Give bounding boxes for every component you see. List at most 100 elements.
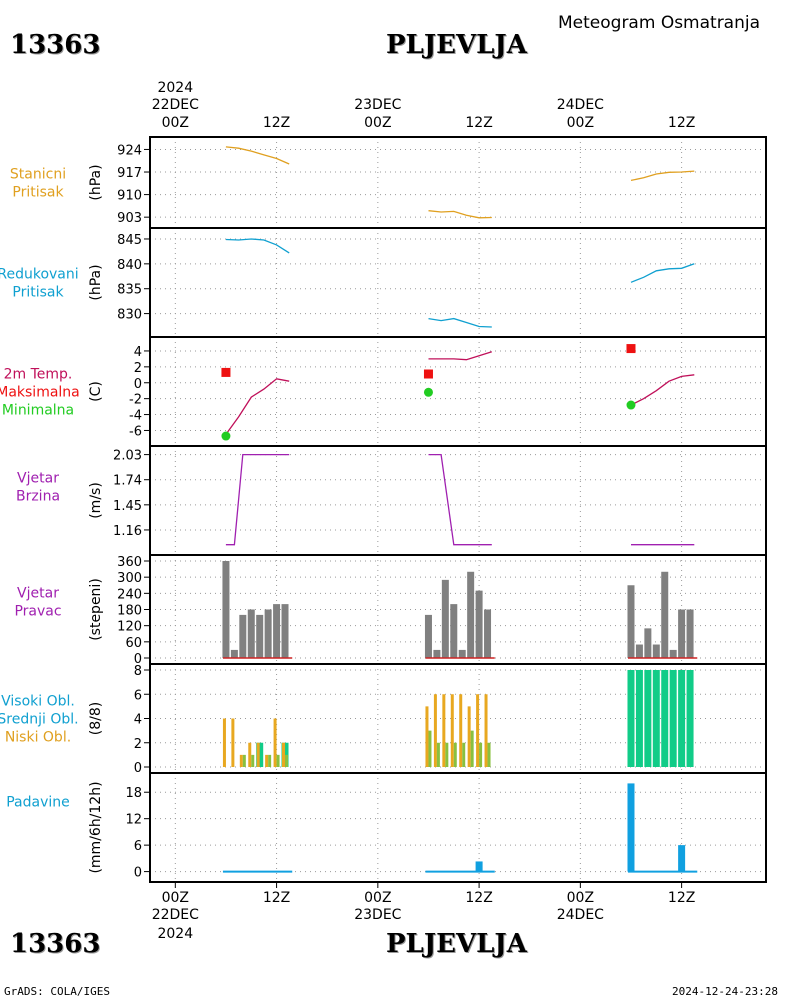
temperature-ytick-label-1: -4: [129, 409, 142, 424]
credit-text: GrADS: COLA/IGES: [4, 985, 110, 998]
bottom-date-label-2: 24DEC: [557, 907, 604, 923]
clouds-param-label-1: Srednji Obl.: [0, 712, 79, 728]
clouds-ytick-label-2: 4: [134, 713, 142, 728]
wind-dir-bar-9: [433, 649, 441, 658]
temperature-series-line-0-1: [428, 351, 492, 361]
wind_direction-param-label-0: Vjetar: [17, 586, 59, 602]
top-hour-label-1: 00Z: [364, 115, 391, 131]
station_pressure-ytick-label-2: 917: [117, 166, 142, 181]
tmax-marker-0: [221, 367, 231, 377]
cloud-mid-bar-7: [285, 754, 289, 767]
top-year-label: 2024: [157, 80, 193, 96]
top-date-label-0: 22DEC: [152, 97, 199, 113]
clouds-ytick-label-3: 6: [134, 688, 142, 703]
temperature-ytick-label-3: 0: [134, 377, 142, 392]
cloud-low-bar-2: [239, 754, 243, 767]
wind_direction-ytick-label-3: 180: [117, 604, 142, 619]
wind_direction-ytick-label-2: 120: [117, 620, 142, 635]
wind-dir-bar-23: [686, 609, 694, 658]
wind_direction-ytick-label-5: 300: [117, 571, 142, 586]
reduced_pressure-series-line-0-1: [428, 317, 492, 328]
tmin-marker-0: [221, 431, 231, 441]
reduced_pressure-series-line-0-2: [630, 263, 695, 283]
reduced_pressure-ytick-label-1: 835: [117, 283, 142, 298]
wind-dir-bar-3: [247, 609, 255, 658]
cloud-low-bar-8: [425, 706, 429, 767]
precipitation-ytick-label-3: 18: [125, 786, 142, 801]
temperature-ytick-label-2: -2: [129, 393, 142, 408]
top-date-label-1: 23DEC: [354, 97, 401, 113]
station_pressure-ytick-label-0: 903: [117, 211, 142, 226]
bottom-hour-label-0: 00Z: [162, 890, 189, 906]
cloud-low-bar-13: [467, 706, 471, 767]
wind-dir-bar-12: [458, 649, 466, 658]
wind_speed-ytick-label-1: 1.45: [113, 499, 142, 514]
station_pressure-ytick-label-1: 910: [117, 189, 142, 204]
cloud-mid-bar-15: [487, 742, 491, 767]
wind-dir-bar-18: [644, 628, 652, 658]
clouds-ytick-label-0: 0: [134, 761, 142, 776]
cloud-low-bar-11: [450, 694, 454, 767]
cloud-mid-bar-11: [453, 742, 457, 767]
cloud-low-bar-12: [459, 694, 463, 767]
cloud-mid-bar-13: [470, 730, 474, 767]
wind-dir-bar-16: [627, 585, 635, 658]
top-hour-label-0: 00Z: [162, 115, 189, 131]
wind-dir-bar-22: [678, 609, 686, 658]
wind-dir-bar-10: [441, 579, 449, 658]
cloud-high-bar-22: [678, 670, 686, 767]
wind-dir-bar-15: [484, 609, 492, 658]
cloud-mid-bar-12: [462, 742, 466, 767]
cloud-mid-bar-14: [479, 742, 483, 767]
wind-dir-bar-6: [273, 604, 281, 658]
cloud-low-bar-3: [248, 742, 252, 767]
temperature-ytick-label-0: -6: [129, 424, 142, 439]
cloud-mid-bar-2: [242, 754, 246, 767]
wind-dir-bar-17: [635, 644, 643, 658]
precipitation-ytick-label-2: 12: [125, 813, 142, 828]
wind-dir-bar-20: [661, 571, 669, 658]
tmax-marker-2: [626, 344, 636, 354]
reduced_pressure-ytick-label-3: 845: [117, 233, 142, 248]
clouds-param-label-0: Visoki Obl.: [1, 694, 75, 710]
reduced_pressure-panel-frame: [149, 227, 767, 338]
reduced_pressure-series-line-0-0: [225, 238, 290, 254]
temperature-ytick-label-4: 2: [134, 361, 142, 376]
bottom-year-label: 2024: [157, 926, 193, 942]
cloud-low-bar-14: [476, 694, 480, 767]
cloud-high-bar-19: [652, 670, 660, 767]
precipitation-param-label-0: Padavine: [6, 795, 70, 811]
wind_direction-ytick-label-6: 360: [117, 555, 142, 570]
bottom-noon-label-0: 12Z: [263, 890, 290, 906]
wind_direction-param-label-1: Pravac: [14, 604, 61, 620]
reduced_pressure-ytick-label-0: 830: [117, 308, 142, 323]
wind_speed-ytick-label-2: 1.74: [113, 474, 142, 489]
cloud-mid-bar-9: [436, 742, 440, 767]
cloud-low-bar-0: [222, 718, 226, 767]
wind-dir-bar-14: [475, 590, 483, 658]
cloud-mid-bar-3: [251, 754, 255, 767]
station_pressure-ytick-label-3: 924: [117, 143, 142, 158]
wind-dir-bar-5: [264, 609, 272, 658]
wind-dir-bar-19: [652, 644, 660, 658]
cloud-low-bar-5: [265, 754, 269, 767]
temperature-param-label-2: Minimalna: [2, 403, 74, 419]
precip-bar-1: [627, 783, 635, 872]
wind-dir-bar-4: [256, 614, 264, 658]
clouds-param-label-2: Niski Obl.: [5, 730, 71, 746]
wind_speed-ytick-label-0: 1.16: [113, 524, 142, 539]
cloud-low-bar-4: [256, 742, 260, 767]
wind-dir-bar-0: [222, 561, 230, 658]
cloud-low-bar-9: [433, 694, 437, 767]
cloud-high-bar-21: [669, 670, 677, 767]
precip-bar-0: [475, 861, 483, 872]
station-name-bottom: PLJEVLJA: [386, 929, 527, 959]
wind-dir-bar-13: [467, 571, 475, 658]
tmin-marker-1: [423, 387, 433, 397]
timestamp-text: 2024-12-24-23:28: [672, 985, 778, 998]
cloud-high-bar-16: [627, 670, 635, 767]
top-date-label-2: 24DEC: [557, 97, 604, 113]
cloud-mid-bar-6: [276, 754, 280, 767]
wind_direction-ytick-label-4: 240: [117, 587, 142, 602]
